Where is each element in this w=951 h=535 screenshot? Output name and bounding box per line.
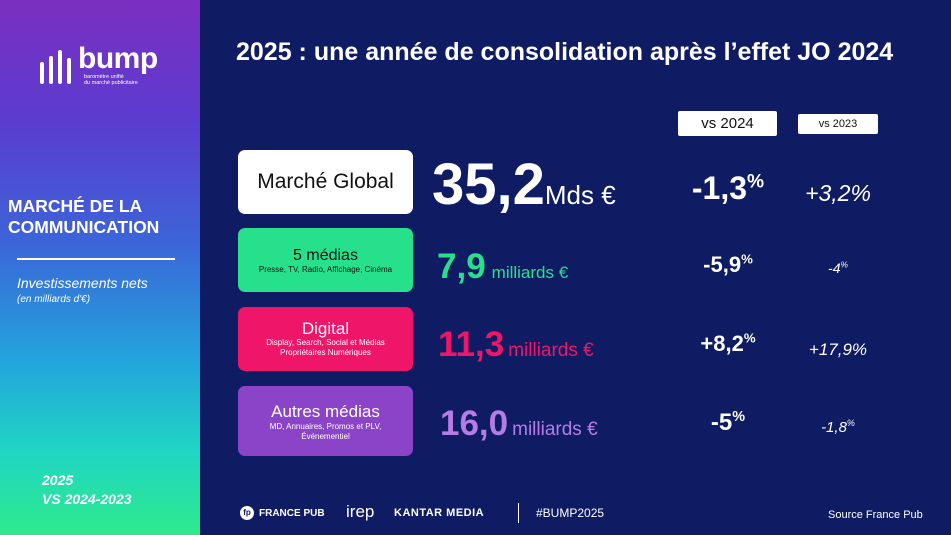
- slide-title: 2025 : une année de consolidation après …: [236, 38, 894, 66]
- sidebar-title-line2: COMMUNICATION: [8, 217, 160, 237]
- sidebar-divider: [17, 258, 175, 260]
- amount-unit: milliards €: [512, 419, 598, 440]
- category-detail-line2: Événementiel: [301, 432, 350, 441]
- vs2023-value: +3,2%: [805, 180, 871, 206]
- brand-tagline: baromètre unifié du marché publicitaire: [84, 74, 138, 86]
- source-note: Source France Pub: [828, 509, 923, 521]
- brand-name: bump: [78, 42, 158, 75]
- vs2024-global: -1,3%: [663, 170, 793, 207]
- vs2024-value: -5,9: [703, 252, 742, 277]
- percent-sign: %: [741, 251, 753, 267]
- amount-value: 35,2: [432, 152, 545, 217]
- amount-unit: milliards €: [491, 263, 569, 282]
- percent-sign: %: [840, 259, 848, 270]
- bump-bars-icon: [40, 50, 71, 84]
- amount-value: 11,3: [438, 325, 505, 364]
- category-box-5-medias: 5 médias Presse, TV, Radio, Affichage, C…: [238, 228, 413, 292]
- category-label: 5 médias: [293, 247, 358, 264]
- vs2023-5-medias: -4%: [783, 260, 893, 276]
- sidebar-title-line1: MARCHÉ DE LA: [8, 196, 143, 216]
- sidebar-unit-note: (en milliards d'€): [17, 294, 91, 305]
- category-detail-line2: Propriétaires Numériques: [280, 348, 371, 357]
- category-box-global: Marché Global: [238, 150, 413, 214]
- column-header-vs2023: vs 2023: [798, 114, 878, 134]
- amount-value: 16,0: [440, 404, 509, 443]
- kantar-media-logo: KANTAR MEDIA: [394, 507, 485, 519]
- amount-5-medias: 7,9 milliards €: [437, 244, 568, 296]
- percent-sign: %: [846, 418, 855, 428]
- column-header-vs2024: vs 2024: [678, 111, 777, 136]
- vs2024-digital: +8,2%: [663, 331, 793, 357]
- sidebar-title: MARCHÉ DE LA COMMUNICATION: [8, 196, 198, 238]
- percent-sign: %: [743, 330, 756, 346]
- amount-value: 7,9: [437, 247, 486, 286]
- vs2024-5-medias: -5,9%: [663, 252, 793, 278]
- footer-divider: [518, 503, 519, 523]
- category-box-digital: Digital Display, Search, Social et Média…: [238, 307, 413, 371]
- vs2023-global: +3,2%: [783, 180, 893, 207]
- category-label: Marché Global: [257, 170, 394, 193]
- bump-logo: bump baromètre unifié du marché publicit…: [40, 42, 170, 88]
- amount-unit: Mds €: [544, 180, 616, 210]
- france-pub-label: FRANCE PUB: [259, 507, 325, 519]
- sidebar-subtitle: Investissements nets: [17, 275, 148, 291]
- category-label: Digital: [301, 319, 350, 338]
- category-detail: Presse, TV, Radio, Affichage, Cinéma: [258, 265, 393, 274]
- vs2023-digital: +17,9%: [783, 340, 893, 360]
- percent-sign: %: [732, 409, 746, 425]
- sidebar-period-compare: VS 2024-2023: [42, 491, 132, 507]
- amount-global: 35,2Mds €: [432, 150, 616, 230]
- vs2023-value: -1,8: [821, 419, 847, 436]
- vs2023-autres-medias: -1,8%: [783, 418, 893, 437]
- amount-digital: 11,3 milliards €: [438, 322, 594, 374]
- vs2024-value: -1,3: [691, 170, 748, 206]
- france-pub-mark-icon: fp: [240, 506, 254, 520]
- sidebar-period: 2025 VS 2024-2023: [42, 471, 132, 509]
- sidebar-panel: bump baromètre unifié du marché publicit…: [0, 0, 200, 535]
- category-detail: MD, Annuaires, Promos et PLV,: [269, 422, 382, 431]
- category-label: Autres médias: [271, 402, 380, 421]
- brand-tagline-line2: du marché publicitaire: [84, 80, 138, 86]
- category-detail: Display, Search, Social et Médias: [266, 338, 385, 347]
- hashtag: #BUMP2025: [536, 506, 605, 520]
- amount-unit: milliards €: [508, 340, 594, 361]
- vs2024-value: +8,2: [700, 331, 744, 356]
- sidebar-period-year: 2025: [42, 472, 74, 488]
- vs2024-autres-medias: -5%: [663, 409, 793, 437]
- france-pub-logo: fp FRANCE PUB: [240, 506, 325, 520]
- category-box-autres-medias: Autres médias MD, Annuaires, Promos et P…: [238, 386, 413, 456]
- vs2023-value: -4: [828, 260, 841, 276]
- vs2024-value: -5: [710, 409, 733, 436]
- brand-tagline-line1: baromètre unifié: [84, 74, 124, 80]
- percent-sign: %: [747, 171, 765, 193]
- amount-autres-medias: 16,0 milliards €: [440, 401, 598, 453]
- irep-logo: irep: [346, 502, 375, 521]
- vs2023-value: +17,9%: [808, 340, 868, 359]
